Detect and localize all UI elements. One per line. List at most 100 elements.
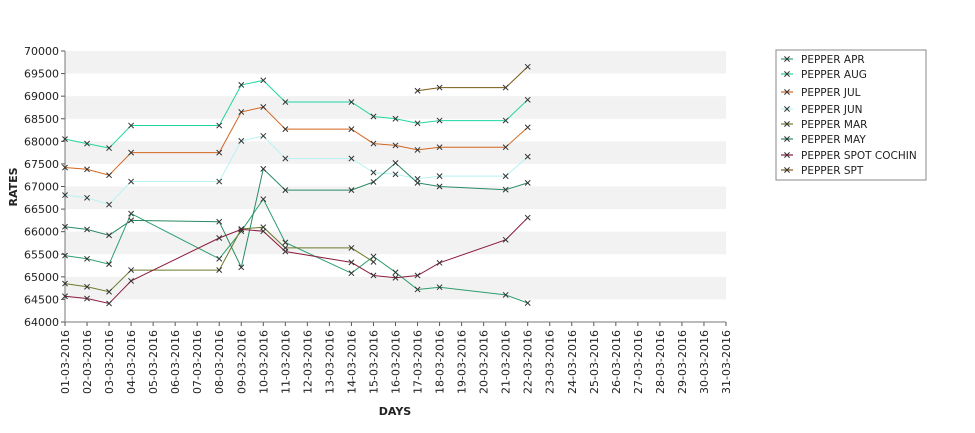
grid-band	[65, 51, 726, 74]
x-tick-label: 16-03-2016	[390, 330, 403, 394]
x-tick-label: 26-03-2016	[610, 330, 623, 394]
y-tick-label: 68000	[24, 135, 59, 148]
data-point	[216, 267, 223, 274]
series-line	[64, 226, 374, 293]
data-point	[414, 146, 421, 153]
data-point	[282, 239, 289, 246]
data-point	[524, 214, 531, 221]
data-point	[282, 248, 289, 255]
data-point	[128, 210, 135, 217]
data-point	[436, 117, 443, 124]
data-point	[348, 99, 355, 105]
series-line	[417, 66, 529, 92]
data-point	[282, 99, 289, 105]
legend-item: PEPPER APR	[781, 54, 865, 66]
y-tick-label: 69500	[24, 68, 59, 81]
x-tick-label: 10-03-2016	[257, 330, 270, 394]
data-point	[392, 274, 399, 281]
data-point	[84, 283, 90, 290]
data-point	[128, 277, 135, 284]
data-point	[436, 173, 443, 180]
x-tick-label: 25-03-2016	[588, 330, 601, 394]
legend-label: PEPPER SPT	[801, 165, 864, 177]
data-point	[106, 232, 113, 239]
y-tick-label: 68500	[24, 113, 59, 126]
legend-label: PEPPER AUG	[801, 69, 867, 81]
data-point	[414, 179, 421, 186]
data-point	[128, 178, 135, 185]
data-point	[502, 84, 509, 91]
data-point	[370, 253, 377, 260]
y-tick-label: 70000	[24, 45, 59, 58]
data-point	[348, 187, 355, 194]
legend-box	[775, 49, 927, 181]
data-point	[238, 264, 245, 271]
x-axis-title: DAYS	[379, 405, 412, 418]
x-tick-label: 20-03-2016	[478, 330, 491, 394]
legend: PEPPER APR PEPPER AUG PEPPER JUL PEPPER JUN…	[775, 49, 927, 181]
x-tick-label: 03-03-2016	[103, 330, 116, 394]
x-tick-label: 24-03-2016	[566, 330, 579, 394]
y-tick-label: 69000	[24, 90, 59, 103]
x-tick-label: 14-03-2016	[345, 330, 358, 394]
series-lines	[62, 63, 531, 307]
grid-band	[65, 141, 726, 164]
x-tick-label: 19-03-2016	[456, 330, 469, 394]
x-tick-label: 12-03-2016	[301, 330, 314, 394]
data-point	[84, 194, 90, 201]
data-point	[62, 192, 68, 199]
data-point	[216, 218, 223, 225]
data-point	[502, 236, 509, 243]
data-point	[238, 81, 245, 88]
data-point	[502, 144, 509, 151]
data-point	[238, 109, 245, 115]
data-point	[502, 186, 509, 193]
data-point	[524, 153, 531, 160]
data-point	[216, 235, 223, 241]
x-tick-label: 21-03-2016	[500, 330, 513, 394]
data-point	[260, 77, 267, 84]
data-point	[524, 96, 531, 103]
data-point	[370, 113, 377, 120]
data-point	[502, 173, 509, 180]
data-point	[260, 196, 267, 203]
data-point	[414, 120, 421, 127]
data-point	[106, 261, 113, 268]
axes: 64000 64500 65000 65500 66000 66500 67000 67500…	[24, 45, 733, 394]
data-point	[84, 255, 90, 262]
data-point	[62, 252, 68, 259]
x-tick-label: 11-03-2016	[279, 330, 292, 394]
x-tick-label: 28-03-2016	[654, 330, 667, 394]
data-point	[128, 149, 135, 156]
data-point	[370, 169, 377, 176]
legend-item: PEPPER MAR	[781, 119, 867, 131]
x-tick-label: 05-03-2016	[147, 330, 160, 394]
data-point	[436, 183, 443, 190]
x-tick-label: 13-03-2016	[323, 330, 336, 394]
plot-area	[65, 51, 726, 322]
data-point	[106, 145, 113, 152]
legend-label: PEPPER APR	[801, 54, 865, 66]
data-point	[414, 87, 421, 94]
data-point	[392, 142, 399, 149]
legend-item: PEPPER JUN	[781, 104, 863, 116]
data-point	[128, 217, 135, 224]
series-pepper-spt	[414, 63, 531, 94]
series-pepper-spot-cochin	[62, 214, 531, 307]
data-point	[392, 160, 399, 166]
data-point	[370, 179, 377, 185]
series-pepper-may	[62, 160, 531, 271]
series-pepper-apr	[62, 196, 531, 306]
legend-item: PEPPER JUL	[781, 87, 861, 99]
x-tick-label: 04-03-2016	[125, 330, 138, 394]
data-point	[260, 132, 267, 139]
legend-item: PEPPER SPOT COCHIN	[781, 150, 917, 162]
series-pepper-jul	[62, 104, 531, 179]
data-point	[524, 63, 531, 70]
x-tick-label: 02-03-2016	[81, 330, 94, 394]
grid-band	[65, 231, 726, 255]
x-tick-label: 01-03-2016	[59, 330, 72, 394]
data-point	[370, 258, 377, 265]
